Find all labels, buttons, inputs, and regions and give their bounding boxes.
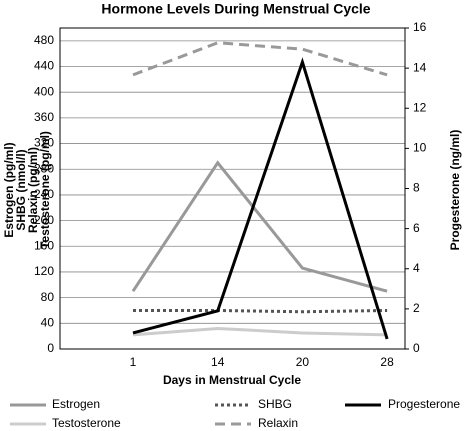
x-tick-label: 1 (130, 355, 137, 369)
y2-tick-label: 12 (413, 100, 427, 114)
y-tick-label: 80 (41, 290, 55, 304)
legend-label: Testosterone (52, 416, 121, 430)
y2-tick-label: 8 (413, 181, 420, 195)
y-tick-label: 240 (34, 187, 54, 201)
series-line (131, 160, 388, 293)
y-tick-label: 480 (34, 33, 54, 47)
x-tick-label: 28 (380, 355, 394, 369)
y2-tick-label: 0 (413, 341, 420, 355)
series-line (133, 308, 388, 314)
x-tick-label: 20 (296, 355, 310, 369)
legend-label: Progesterone (388, 397, 460, 411)
y2-tick-label: 10 (413, 141, 427, 155)
y-tick-label: 360 (34, 110, 54, 124)
legend-label: Estrogen (52, 397, 100, 411)
series-line (132, 57, 389, 340)
legend-label: Relaxin (258, 416, 298, 430)
x-tick-label: 14 (211, 355, 225, 369)
y-tick-label: 40 (41, 315, 55, 329)
y-axis-label: Estrogen (pg/ml) (2, 142, 16, 237)
y-tick-label: 440 (34, 59, 54, 73)
chart-title: Hormone Levels During Menstrual Cycle (101, 1, 370, 17)
y-tick-label: 160 (34, 238, 54, 252)
y2-tick-label: 14 (413, 60, 427, 74)
y2-tick-label: 6 (413, 221, 420, 235)
x-axis-label: Days in Menstrual Cycle (163, 373, 301, 387)
y-axis-label: Relaxin (pg/ml) (26, 147, 40, 233)
legend-label: SHBG (258, 397, 292, 411)
y2-axis-label: Progesterone (ng/ml) (448, 130, 462, 251)
y2-tick-label: 4 (413, 261, 420, 275)
y-tick-label: 0 (47, 341, 54, 355)
y-tick-label: 120 (34, 264, 54, 278)
plot-frame (59, 27, 406, 350)
y-tick-label: 200 (34, 213, 54, 227)
y-axis-label: Testosterone (pg/ml) (38, 131, 52, 249)
y-tick-label: 280 (34, 161, 54, 175)
series-line (132, 326, 388, 337)
series-line (132, 41, 388, 77)
y-tick-label: 320 (34, 136, 54, 150)
y2-tick-label: 16 (413, 20, 427, 34)
y2-tick-label: 2 (413, 301, 420, 315)
y-axis-label: SHBG (nmol/l) (14, 149, 28, 230)
y-tick-label: 400 (34, 84, 54, 98)
